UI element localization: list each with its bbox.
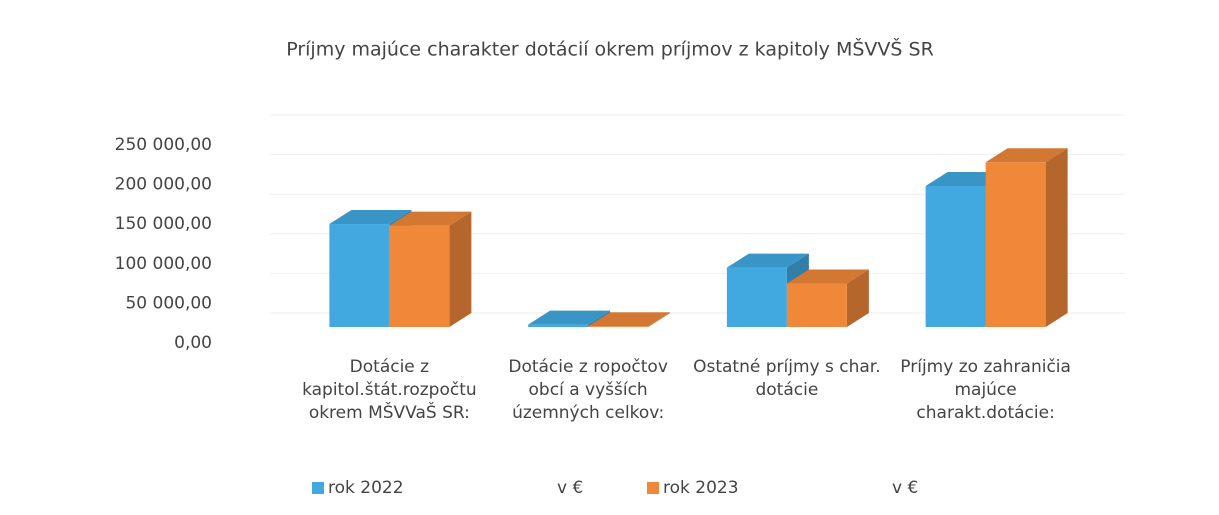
bar-top — [329, 210, 412, 225]
bar-side — [846, 269, 869, 327]
y-tick-label: 0,00 — [174, 333, 212, 353]
legend-unit: v € — [557, 478, 583, 498]
x-tick-label: Dotácie z ropočtov obcí a vyšších územný… — [508, 357, 668, 423]
bar — [588, 326, 649, 327]
y-tick-label: 100 000,00 — [115, 254, 212, 274]
bar — [786, 283, 847, 327]
bar — [329, 224, 390, 327]
bar — [528, 324, 589, 327]
legend-unit: v € — [892, 478, 918, 498]
bar-side — [449, 211, 472, 327]
bar-top — [985, 148, 1068, 163]
x-tick-label: Dotácie z kapitol.štát.rozpočtu okrem MŠ… — [302, 357, 477, 423]
legend-label: rok 2022 — [328, 478, 404, 498]
legend-swatch — [647, 482, 659, 494]
bar — [925, 186, 986, 327]
bar-side — [1045, 148, 1068, 327]
bar — [985, 162, 1046, 327]
y-tick-label: 200 000,00 — [115, 175, 212, 195]
bar-top — [726, 253, 809, 268]
y-tick-label: 150 000,00 — [115, 214, 212, 234]
legend-label: rok 2023 — [663, 478, 739, 498]
y-tick-label: 250 000,00 — [115, 135, 212, 155]
bar — [389, 225, 450, 327]
x-tick-label: Ostatné príjmy s char. dotácie — [693, 357, 881, 400]
legend-swatch — [312, 482, 324, 494]
chart-title: Príjmy majúce charakter dotácií okrem pr… — [286, 37, 934, 61]
x-tick-label: Príjmy zo zahraničia majúce charakt.dotá… — [900, 357, 1071, 423]
bar-side — [648, 312, 671, 327]
bar — [726, 267, 787, 327]
bar-top — [389, 211, 472, 226]
bar-top — [786, 269, 869, 284]
y-tick-label: 50 000,00 — [125, 293, 212, 313]
bar-top — [588, 312, 671, 327]
bar-top — [528, 310, 611, 325]
